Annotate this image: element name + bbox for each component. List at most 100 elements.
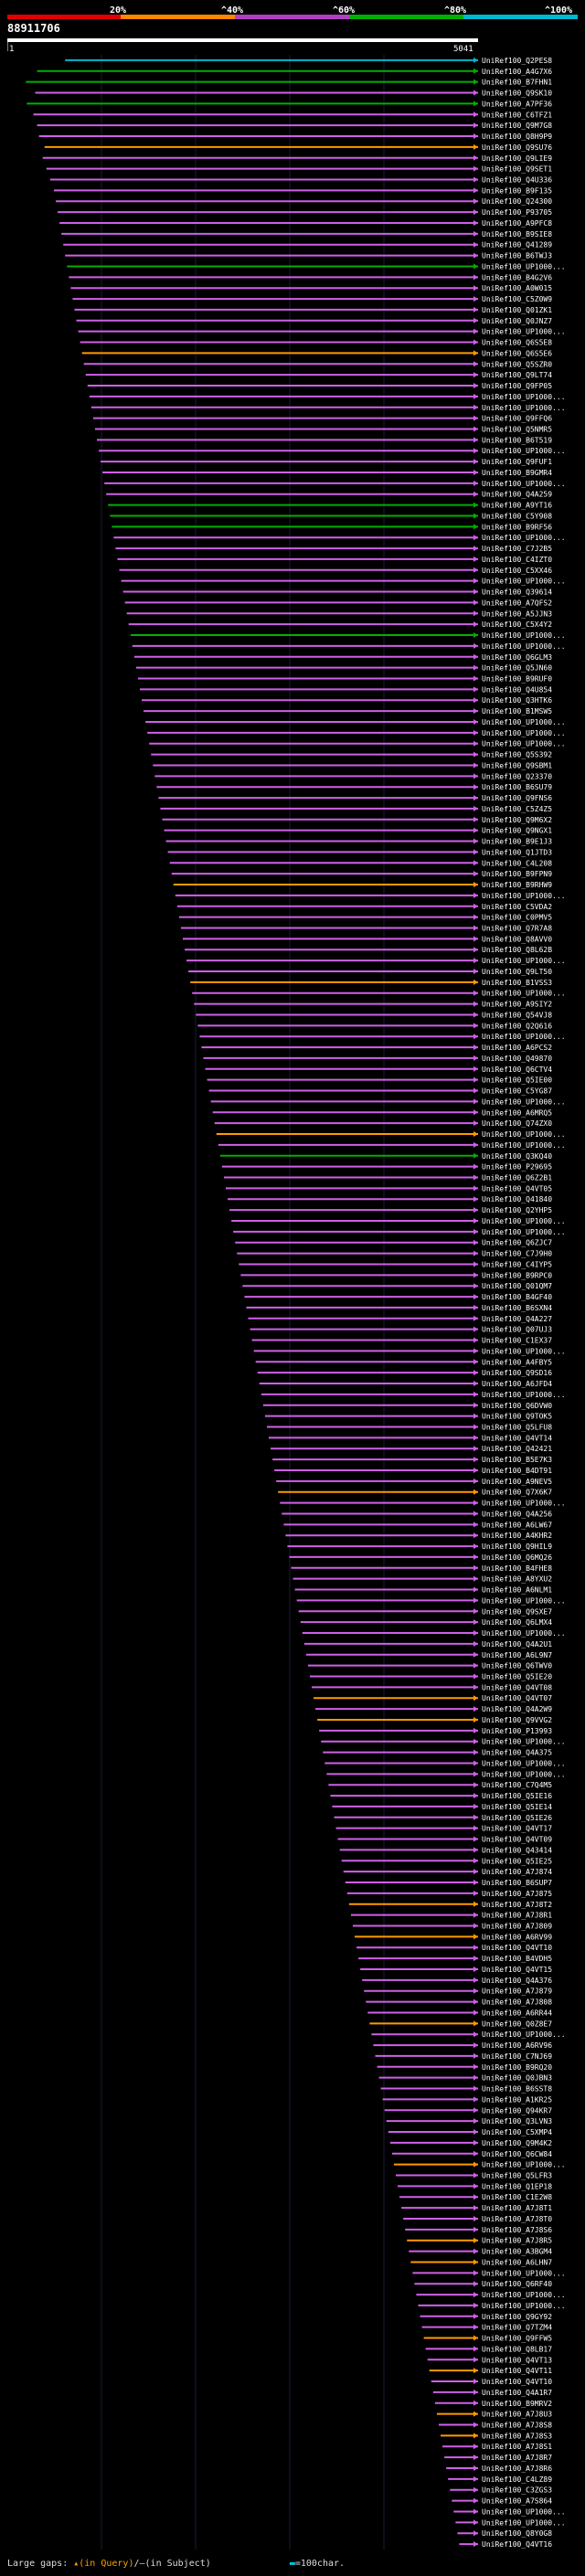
- hit-label[interactable]: UniRef100_Q1JTD3: [482, 848, 552, 856]
- hit-label[interactable]: UniRef100_B4GF40: [482, 1293, 552, 1301]
- hit-label[interactable]: UniRef100_Q9M7G8: [482, 122, 552, 130]
- hit-label[interactable]: UniRef100_Q43414: [482, 1846, 552, 1854]
- hit-row[interactable]: UniRef100_B6SUP7: [345, 1879, 552, 1887]
- hit-row[interactable]: UniRef100_B6SST8: [380, 2085, 553, 2094]
- hit-label[interactable]: UniRef100_Q01ZK1: [482, 306, 552, 314]
- hit-row[interactable]: UniRef100_Q9SK10: [35, 90, 553, 98]
- hit-label[interactable]: UniRef100_B4FHE8: [482, 1564, 552, 1573]
- hit-row[interactable]: UniRef100_Q4VT10: [356, 1944, 552, 1952]
- hit-row[interactable]: UniRef100_C7NJ69: [375, 2052, 552, 2061]
- hit-label[interactable]: UniRef100_UP1000...: [482, 2507, 566, 2516]
- hit-label[interactable]: UniRef100_Q49870: [482, 1055, 552, 1063]
- hit-label[interactable]: UniRef100_UP1000...: [482, 957, 566, 965]
- hit-row[interactable]: UniRef100_Q7TZM4: [421, 2324, 553, 2332]
- hit-label[interactable]: UniRef100_UP1000...: [482, 631, 566, 640]
- hit-row[interactable]: UniRef100_A4G7X6: [37, 68, 553, 76]
- hit-label[interactable]: UniRef100_Q5JN60: [482, 664, 552, 673]
- hit-row[interactable]: UniRef100_UP1000...: [324, 1759, 566, 1767]
- hit-row[interactable]: UniRef100_B1MSW5: [144, 707, 552, 716]
- hit-row[interactable]: UniRef100_Q0Z8E7: [369, 2019, 552, 2028]
- hit-row[interactable]: UniRef100_Q8Y0G8: [457, 2529, 552, 2538]
- hit-row[interactable]: UniRef100_A5JJN3: [126, 610, 553, 618]
- hit-label[interactable]: UniRef100_Q9LT74: [482, 371, 552, 379]
- hit-label[interactable]: UniRef100_B4DT91: [482, 1467, 552, 1475]
- hit-row[interactable]: UniRef100_Q8LB17: [425, 2345, 553, 2353]
- hit-label[interactable]: UniRef100_A7J8R6: [482, 2465, 552, 2473]
- hit-label[interactable]: UniRef100_Q8H9P9: [482, 133, 552, 141]
- hit-label[interactable]: UniRef100_Q9SBM1: [482, 761, 552, 769]
- hit-label[interactable]: UniRef100_B6SST8: [482, 2085, 552, 2094]
- hit-label[interactable]: UniRef100_UP1000...: [482, 393, 566, 401]
- hit-row[interactable]: UniRef100_B9RQ20: [377, 2063, 553, 2072]
- hit-label[interactable]: UniRef100_A9SIY2: [482, 1001, 552, 1009]
- hit-row[interactable]: UniRef100_B9RHW9: [173, 881, 552, 889]
- hit-row[interactable]: UniRef100_Q6S5E6: [81, 349, 553, 357]
- hit-row[interactable]: UniRef100_UP1000...: [218, 1141, 566, 1150]
- hit-row[interactable]: UniRef100_Q4VT15: [360, 1966, 552, 1974]
- hit-row[interactable]: UniRef100_Q6TWV0: [307, 1662, 552, 1670]
- hit-label[interactable]: UniRef100_Q7TZM4: [482, 2324, 552, 2332]
- hit-label[interactable]: UniRef100_Q07UJ3: [482, 1326, 552, 1334]
- hit-label[interactable]: UniRef100_A6PCS2: [482, 1044, 552, 1052]
- hit-label[interactable]: UniRef100_Q4A227: [482, 1315, 552, 1323]
- hit-row[interactable]: UniRef100_Q4VT10: [431, 2378, 552, 2386]
- hit-row[interactable]: UniRef100_A6RV99: [355, 1933, 552, 1941]
- hit-row[interactable]: UniRef100_A9PFC8: [59, 219, 552, 228]
- hit-label[interactable]: UniRef100_UP1000...: [482, 2030, 566, 2039]
- hit-label[interactable]: UniRef100_B4G2V6: [482, 273, 552, 281]
- hit-label[interactable]: UniRef100_Q2PES8: [482, 57, 552, 65]
- hit-row[interactable]: UniRef100_UP1000...: [90, 404, 566, 412]
- hit-row[interactable]: UniRef100_Q39614: [122, 588, 553, 597]
- hit-row[interactable]: UniRef100_Q9FNS6: [158, 794, 552, 802]
- hit-row[interactable]: UniRef100_Q54VJ8: [196, 1011, 552, 1019]
- hit-row[interactable]: UniRef100_Q01QM7: [242, 1282, 552, 1290]
- hit-row[interactable]: UniRef100_Q9FP05: [87, 382, 552, 390]
- hit-row[interactable]: UniRef100_UP1000...: [253, 1347, 566, 1355]
- hit-row[interactable]: UniRef100_Q6ZJC7: [235, 1239, 552, 1247]
- hit-label[interactable]: UniRef100_Q4VT09: [482, 1836, 552, 1844]
- hit-row[interactable]: UniRef100_C5Z4Z5: [160, 805, 552, 813]
- hit-label[interactable]: UniRef100_Q5LFU8: [482, 1424, 552, 1432]
- hit-label[interactable]: UniRef100_C4LZ89: [482, 2475, 552, 2484]
- hit-row[interactable]: UniRef100_UP1000...: [113, 534, 566, 542]
- hit-row[interactable]: UniRef100_A7J8T2: [348, 1901, 552, 1909]
- hit-row[interactable]: UniRef100_C5VDA2: [176, 903, 552, 911]
- hit-row[interactable]: UniRef100_Q5LFU8: [266, 1424, 552, 1432]
- hit-row[interactable]: UniRef100_A1KR25: [382, 2095, 553, 2104]
- hit-row[interactable]: UniRef100_UP1000...: [78, 328, 566, 336]
- hit-row[interactable]: UniRef100_Q6MQ26: [289, 1553, 552, 1562]
- hit-label[interactable]: UniRef100_A7J8S3: [482, 2432, 552, 2440]
- hit-row[interactable]: UniRef100_C1E2W8: [399, 2193, 552, 2201]
- hit-row[interactable]: UniRef100_Q5JN60: [135, 664, 552, 673]
- hit-label[interactable]: UniRef100_UP1000...: [482, 1391, 566, 1399]
- hit-label[interactable]: UniRef100_C5XX46: [482, 567, 552, 575]
- hit-label[interactable]: UniRef100_A6LW67: [482, 1521, 552, 1529]
- hit-label[interactable]: UniRef100_P13993: [482, 1727, 552, 1735]
- hit-row[interactable]: UniRef100_A6RR44: [367, 2009, 552, 2017]
- hit-row[interactable]: UniRef100_Q9LT74: [85, 371, 553, 379]
- hit-label[interactable]: UniRef100_B5E7K3: [482, 1456, 552, 1464]
- hit-label[interactable]: UniRef100_UP1000...: [482, 2518, 566, 2527]
- hit-row[interactable]: UniRef100_P93705: [58, 208, 552, 217]
- hit-row[interactable]: UniRef100_UP1000...: [233, 1228, 566, 1236]
- hit-label[interactable]: UniRef100_Q5LFR3: [482, 2172, 552, 2180]
- hit-label[interactable]: UniRef100_UP1000...: [482, 1217, 566, 1225]
- hit-label[interactable]: UniRef100_Q2Q616: [482, 1022, 552, 1030]
- hit-label[interactable]: UniRef100_Q8AVV0: [482, 935, 552, 943]
- hit-row[interactable]: UniRef100_B9RF56: [112, 523, 552, 531]
- hit-row[interactable]: UniRef100_A9YT16: [108, 502, 552, 510]
- hit-row[interactable]: UniRef100_Q8L62B: [185, 946, 552, 954]
- hit-label[interactable]: UniRef100_B6SUP7: [482, 1879, 552, 1887]
- hit-row[interactable]: UniRef100_Q49870: [203, 1055, 552, 1063]
- hit-label[interactable]: UniRef100_Q4VT17: [482, 1825, 552, 1833]
- hit-row[interactable]: UniRef100_A7J8R1: [350, 1912, 552, 1920]
- hit-label[interactable]: UniRef100_Q4VT13: [482, 2356, 552, 2364]
- hit-label[interactable]: UniRef100_UP1000...: [482, 578, 566, 586]
- hit-label[interactable]: UniRef100_UP1000...: [482, 1629, 566, 1638]
- hit-row[interactable]: UniRef100_Q6GLM3: [133, 653, 552, 662]
- hit-row[interactable]: UniRef100_C5X4Y2: [128, 620, 553, 629]
- hit-label[interactable]: UniRef100_A5JJN3: [482, 610, 552, 618]
- hit-label[interactable]: UniRef100_Q6TWV0: [482, 1662, 552, 1670]
- hit-label[interactable]: UniRef100_A4KHR2: [482, 1532, 552, 1540]
- hit-label[interactable]: UniRef100_B6T519: [482, 436, 552, 444]
